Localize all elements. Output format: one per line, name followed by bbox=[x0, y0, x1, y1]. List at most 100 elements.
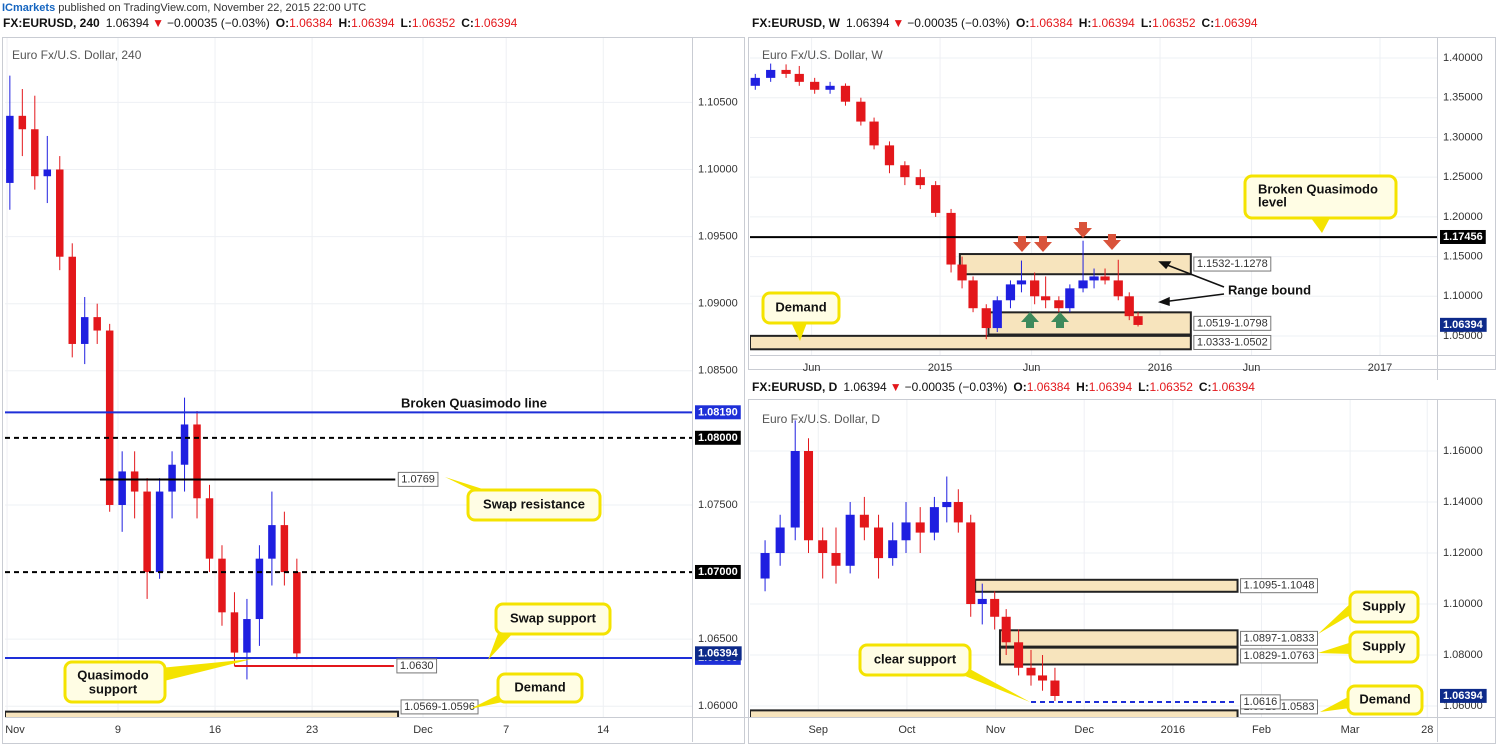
down-arrow bbox=[1103, 234, 1121, 250]
price: 1.06394 bbox=[846, 16, 890, 30]
callout-text: Demand bbox=[775, 299, 826, 314]
ohlc-value: 1.06394 bbox=[474, 16, 518, 30]
callout: Demand bbox=[1320, 684, 1424, 716]
level-label: 1.0769 bbox=[401, 473, 435, 485]
label-box bbox=[1240, 630, 1319, 646]
candle-body bbox=[810, 81, 820, 90]
label-box bbox=[1440, 229, 1486, 244]
candle-body bbox=[825, 85, 835, 90]
callout: Swap resistance bbox=[445, 477, 602, 522]
candle-body bbox=[859, 514, 869, 528]
last-price-label: 1.06394 bbox=[1443, 690, 1484, 702]
callout-pointer bbox=[1318, 602, 1352, 634]
label-box bbox=[695, 405, 741, 420]
label-box bbox=[1193, 256, 1272, 272]
ohlc-label: L: bbox=[401, 16, 412, 30]
candle-body bbox=[1100, 276, 1110, 281]
candle-body bbox=[775, 527, 785, 554]
chart-title: Euro Fx/U.S. Dollar, D bbox=[762, 412, 880, 426]
candle-body bbox=[68, 256, 76, 344]
callout-box bbox=[1243, 174, 1398, 220]
ohlc-label: O: bbox=[276, 16, 289, 30]
candle-body bbox=[990, 598, 1000, 617]
candle-body bbox=[1026, 667, 1036, 676]
down-arrow bbox=[1034, 236, 1052, 252]
y-tick-label: 1.09500 bbox=[698, 231, 738, 243]
symbol: FX:EURUSD, D bbox=[752, 380, 838, 394]
candle-body bbox=[981, 308, 991, 329]
plot bbox=[5, 38, 692, 717]
candle-body bbox=[760, 553, 770, 579]
candle-body bbox=[43, 169, 52, 177]
candle-body bbox=[105, 330, 114, 505]
zone bbox=[5, 710, 400, 717]
callout-box bbox=[1348, 590, 1420, 624]
x-tick-label: 2015 bbox=[928, 362, 952, 374]
callout-text: Supply bbox=[1362, 598, 1406, 613]
callout-text: Quasimodo bbox=[77, 667, 149, 682]
price: 1.06394 bbox=[106, 16, 150, 30]
zone-label: 1.1532-1.1278 bbox=[1197, 258, 1268, 270]
zone bbox=[998, 629, 1239, 648]
arrow bbox=[1161, 262, 1225, 288]
candle-body bbox=[946, 212, 956, 265]
ohlc-label: O: bbox=[1016, 16, 1029, 30]
ohlc-value: 1.06352 bbox=[1152, 16, 1196, 30]
candle-body bbox=[977, 598, 987, 605]
x-tick-label: Sep bbox=[808, 724, 828, 736]
symbol: FX:EURUSD, 240 bbox=[3, 16, 100, 30]
x-tick-label: Feb bbox=[1252, 724, 1271, 736]
y-tick-label: 1.40000 bbox=[1443, 52, 1483, 64]
candle-body bbox=[884, 145, 895, 166]
ohlc-value: 1.06394 bbox=[1214, 16, 1258, 30]
callout-box bbox=[1346, 684, 1424, 716]
candle-body bbox=[1124, 296, 1134, 317]
candle-body bbox=[900, 165, 910, 178]
candle-body bbox=[856, 101, 866, 122]
arrow bbox=[1161, 293, 1225, 303]
level-axis-label: 1.08000 bbox=[698, 432, 738, 444]
ohlc-value: 1.06394 bbox=[1089, 380, 1133, 394]
candle-body bbox=[293, 572, 301, 654]
candle-body bbox=[243, 619, 251, 653]
ohlc-value: 1.06394 bbox=[351, 16, 395, 30]
candle-body bbox=[218, 558, 226, 613]
label-box bbox=[1193, 334, 1272, 350]
banner: ICmarkets published on TradingView.com, … bbox=[2, 2, 366, 14]
y-tick-label: 1.07500 bbox=[698, 499, 738, 511]
up-arrow bbox=[1051, 312, 1069, 328]
candle-body bbox=[1078, 280, 1088, 289]
label-box bbox=[695, 430, 741, 445]
candle-body bbox=[193, 424, 201, 499]
candle-body bbox=[230, 612, 239, 653]
x-tick-label: 23 bbox=[306, 724, 318, 736]
candle-body bbox=[6, 115, 14, 183]
candle-body bbox=[915, 177, 925, 186]
ohlc-label: C: bbox=[1202, 16, 1215, 30]
level-axis-label: 1.07000 bbox=[698, 566, 738, 578]
ohlc-value: 1.06394 bbox=[1212, 380, 1256, 394]
zone bbox=[750, 709, 1239, 717]
candle-body bbox=[901, 522, 911, 541]
callout-pointer bbox=[488, 628, 514, 660]
chart-header: FX:EURUSD, W 1.06394 ▼ −0.00035 (−0.03%) O:1… bbox=[752, 16, 1258, 30]
y-tick-label: 1.06000 bbox=[1443, 700, 1483, 712]
zone-label: 1.0829-1.0763 bbox=[1244, 650, 1315, 662]
x-tick-label: 16 bbox=[209, 724, 221, 736]
chart-header: FX:EURUSD, 240 1.06394 ▼ −0.00035 (−0.03%) O… bbox=[3, 16, 518, 30]
axes: FX:EURUSD, D 1.06394 ▼ −0.00035 (−0.03%) O:1… bbox=[750, 380, 1495, 742]
candle-body bbox=[869, 121, 879, 146]
level-axis-label: 1.17456 bbox=[1443, 231, 1483, 243]
zone bbox=[750, 334, 1192, 351]
x-tick-label: 14 bbox=[597, 724, 609, 736]
y-tick-label: 1.35000 bbox=[1443, 92, 1483, 104]
y-tick-label: 1.10000 bbox=[698, 163, 738, 175]
candle-body bbox=[790, 451, 800, 528]
y-tick-label: 1.12000 bbox=[1443, 547, 1483, 559]
candle-body bbox=[957, 264, 967, 281]
annotation: Broken Quasimodo line bbox=[401, 395, 547, 410]
candle-body bbox=[1016, 280, 1027, 285]
x-tick-label: Nov bbox=[5, 724, 25, 736]
ohlc-label: H: bbox=[1079, 16, 1092, 30]
